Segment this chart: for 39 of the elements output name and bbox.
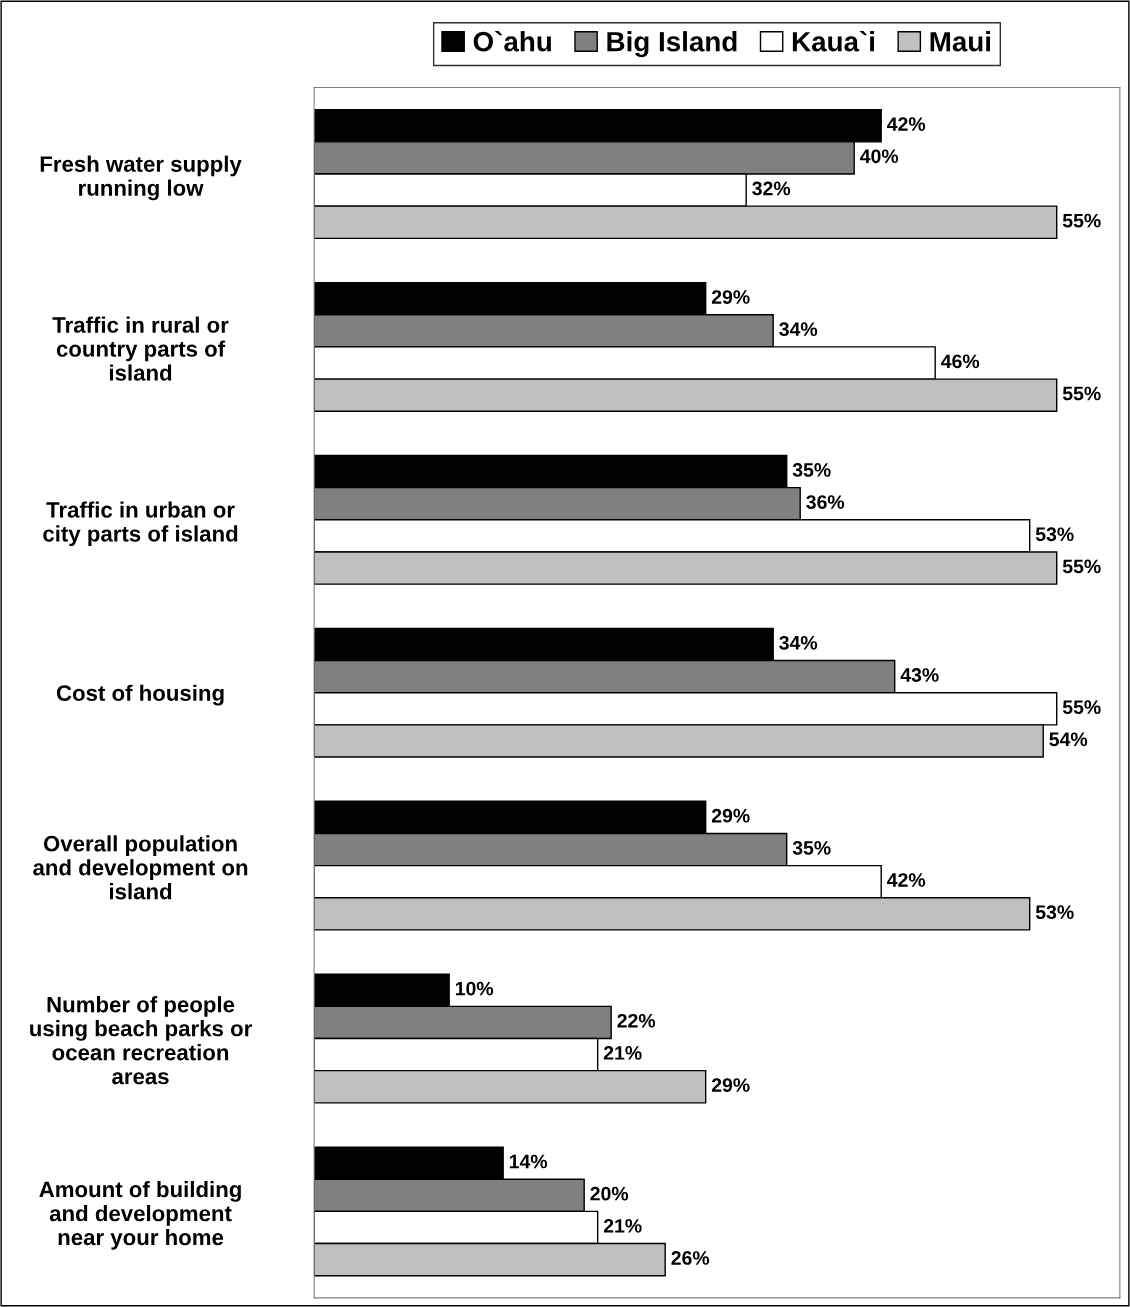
data-label: 10% xyxy=(455,981,494,996)
data-label: 54% xyxy=(1049,732,1088,747)
data-label: 42% xyxy=(887,873,926,887)
data-label: 35% xyxy=(792,463,831,477)
data-label: 53% xyxy=(1035,905,1074,920)
data-label: 43% xyxy=(900,668,939,682)
data-label: 34% xyxy=(779,635,818,650)
data-label: 35% xyxy=(792,840,831,855)
data-label: 34% xyxy=(779,322,818,337)
data-label: 55% xyxy=(1062,213,1101,228)
data-label: 55% xyxy=(1062,559,1101,574)
legend-label: Big Island xyxy=(607,31,737,58)
y-tick-label: Number of people using beach parks or ocean recreation areas xyxy=(30,996,252,1085)
y-tick-label: Traffic in rural or country parts of island xyxy=(52,316,229,381)
data-label: 20% xyxy=(590,1186,629,1201)
legend-label: Maui xyxy=(930,31,991,52)
data-label: 40% xyxy=(860,149,899,164)
data-label: 55% xyxy=(1062,700,1101,715)
data-label: 26% xyxy=(671,1251,710,1265)
y-tick-label: Cost of housing xyxy=(56,684,224,706)
data-label: 21% xyxy=(603,1218,642,1233)
y-tick-label: Traffic in urban or city parts of island xyxy=(43,501,238,547)
y-tick-label: Fresh water supply running low xyxy=(40,155,242,201)
data-label: 29% xyxy=(711,290,750,304)
data-label: 22% xyxy=(617,1013,656,1028)
y-tick-label: Overall population and development on island xyxy=(33,835,248,900)
data-label: 29% xyxy=(711,1078,750,1092)
legend-label: O`ahu xyxy=(473,30,551,52)
data-label: 14% xyxy=(509,1154,548,1169)
y-tick-label: Amount of building and development near your home xyxy=(39,1180,241,1250)
legend-label: Kaua`i xyxy=(792,30,874,52)
data-label: 46% xyxy=(941,354,980,369)
data-label: 21% xyxy=(603,1046,642,1060)
data-label: 29% xyxy=(711,808,750,823)
data-label: 32% xyxy=(752,181,791,196)
data-label: 53% xyxy=(1035,527,1074,542)
data-label: 36% xyxy=(806,495,845,509)
data-label: 42% xyxy=(887,117,926,131)
data-label: 55% xyxy=(1062,386,1101,401)
